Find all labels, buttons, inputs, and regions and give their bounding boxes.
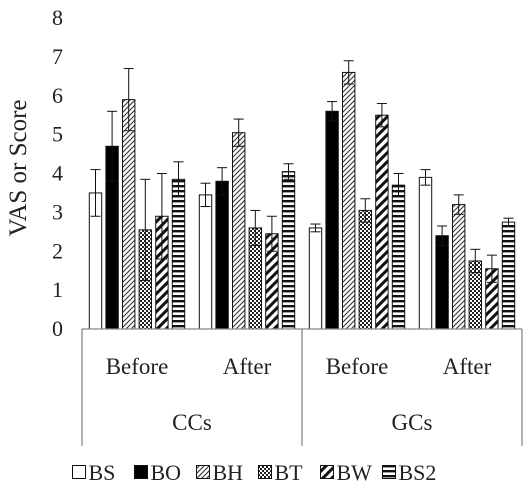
x-category-label: Before bbox=[106, 354, 169, 379]
legend-item-bs2: BS2 bbox=[382, 460, 437, 485]
x-category-label: Before bbox=[326, 354, 389, 379]
bar-bo bbox=[435, 235, 449, 330]
x-category-label: After bbox=[223, 354, 272, 379]
error-bar bbox=[233, 118, 244, 147]
bar-bs2 bbox=[171, 178, 186, 330]
error-bars bbox=[90, 60, 514, 283]
error-bar bbox=[123, 68, 134, 132]
error-bar bbox=[310, 223, 321, 233]
bar-bs2 bbox=[391, 184, 406, 330]
legend-label: BH bbox=[213, 460, 244, 485]
error-bar bbox=[283, 163, 294, 180]
error-bar bbox=[173, 161, 184, 198]
error-bar bbox=[503, 217, 514, 227]
error-bar bbox=[250, 209, 261, 246]
legend-swatch bbox=[382, 465, 396, 479]
error-bar bbox=[266, 215, 277, 252]
bar-series bbox=[88, 71, 516, 330]
bar-bo bbox=[215, 180, 229, 330]
x-group-label: CCs bbox=[172, 410, 212, 435]
legend-swatch bbox=[196, 465, 210, 479]
bar-bs bbox=[308, 227, 323, 330]
y-tick-label: 8 bbox=[52, 5, 63, 30]
bar-bw bbox=[375, 114, 389, 330]
error-bar bbox=[107, 110, 118, 182]
error-bar bbox=[217, 167, 228, 196]
error-bar bbox=[200, 182, 211, 208]
y-tick-label: 7 bbox=[52, 44, 63, 69]
bar-bs2 bbox=[501, 221, 516, 330]
bar-bh bbox=[122, 99, 136, 330]
y-axis-label: VAS or Score bbox=[5, 99, 32, 236]
error-bar bbox=[376, 103, 387, 128]
y-axis-ticks: 0 1 2 3 4 5 6 7 8 bbox=[52, 5, 63, 341]
x-group-label: GCs bbox=[392, 410, 433, 435]
error-bar bbox=[140, 178, 151, 281]
error-bar bbox=[437, 225, 448, 246]
error-bar bbox=[470, 248, 481, 274]
legend-item-bs: BS bbox=[72, 460, 116, 485]
bar-bt bbox=[358, 209, 373, 330]
legend-label: BT bbox=[275, 460, 304, 485]
legend-swatch bbox=[320, 465, 334, 479]
error-bar bbox=[360, 198, 371, 223]
y-tick-label: 0 bbox=[52, 316, 63, 341]
bar-bo bbox=[325, 110, 339, 330]
error-bar bbox=[327, 101, 338, 122]
legend-swatch bbox=[72, 465, 86, 479]
error-bar bbox=[486, 254, 497, 283]
x-category-label: After bbox=[443, 354, 492, 379]
bar-bh bbox=[232, 132, 246, 330]
error-bar bbox=[453, 194, 464, 215]
legend-swatch bbox=[258, 465, 272, 479]
legend-item-bh: BH bbox=[196, 460, 244, 485]
legend-label: BO bbox=[151, 460, 182, 485]
legend-label: BS2 bbox=[399, 460, 437, 485]
y-tick-label: 5 bbox=[52, 122, 63, 147]
error-bar bbox=[156, 173, 167, 260]
legend-item-bt: BT bbox=[258, 460, 304, 485]
y-tick-label: 3 bbox=[52, 199, 63, 224]
x-axis-category-structure: Before After Before After CCs GCs bbox=[81, 329, 523, 446]
bar-bs bbox=[418, 176, 433, 330]
bar-bh bbox=[342, 71, 356, 330]
bar-bh bbox=[452, 204, 466, 330]
y-tick-label: 6 bbox=[52, 83, 63, 108]
error-bar bbox=[420, 169, 431, 186]
error-bar bbox=[343, 60, 354, 85]
y-tick-label: 2 bbox=[52, 238, 63, 263]
legend-label: BS bbox=[89, 460, 116, 485]
legend-label: BW bbox=[337, 460, 373, 485]
legend-item-bo: BO bbox=[134, 460, 182, 485]
error-bar bbox=[90, 169, 101, 217]
y-tick-label: 4 bbox=[52, 161, 63, 186]
legend-swatch bbox=[134, 465, 148, 479]
bar-bs2 bbox=[281, 171, 296, 330]
error-bar bbox=[393, 173, 404, 198]
legend: BS BO BH BT BW BS2 bbox=[72, 460, 437, 485]
bar-bs bbox=[198, 194, 213, 330]
y-tick-label: 1 bbox=[52, 277, 63, 302]
legend-item-bw: BW bbox=[320, 460, 373, 485]
